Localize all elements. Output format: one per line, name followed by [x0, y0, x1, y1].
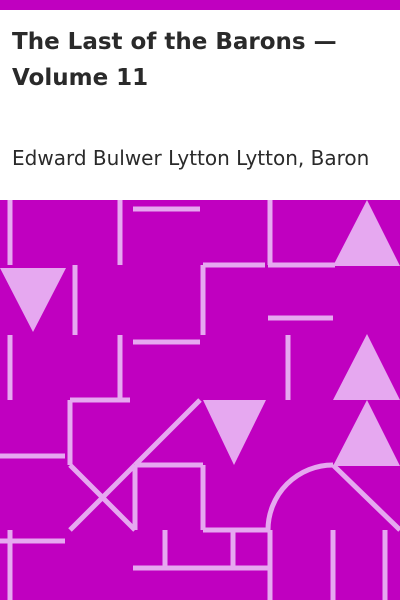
pattern-triangles [0, 200, 400, 466]
decorative-pattern [0, 200, 400, 600]
pattern-lines [0, 200, 400, 600]
triangle-down [203, 400, 266, 465]
book-title: The Last of the Barons — Volume 11 [12, 29, 337, 91]
top-accent-bar [0, 0, 400, 10]
book-author: Edward Bulwer Lytton Lytton, Baron [12, 146, 370, 170]
triangle-up [333, 400, 400, 466]
triangle-up [333, 200, 400, 266]
triangle-down [0, 268, 66, 332]
triangle-up [333, 334, 400, 400]
